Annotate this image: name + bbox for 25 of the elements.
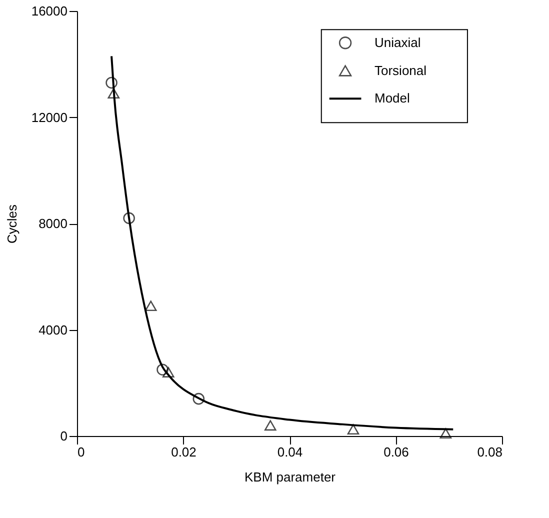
y-tick-label: 12000	[31, 110, 68, 125]
point	[347, 424, 360, 435]
point	[144, 300, 157, 312]
legend-label: Uniaxial	[374, 34, 421, 50]
point	[162, 367, 174, 378]
legend-label: Torsional	[374, 62, 427, 78]
y-axis-title: Cycles	[4, 204, 20, 244]
point	[156, 364, 168, 376]
x-tick-label: 0	[78, 444, 85, 460]
point	[192, 392, 205, 405]
legend-label: Model	[374, 90, 410, 106]
point	[264, 420, 276, 431]
x-tick-label: 0.04	[277, 444, 303, 460]
y-tick-label: 16000	[31, 4, 68, 18]
y-tick-label: 0	[60, 428, 68, 444]
point	[106, 76, 118, 89]
x-tick-label: 0.08	[477, 444, 502, 460]
point	[108, 88, 120, 99]
x-tick-label: 0.06	[384, 444, 409, 460]
point	[123, 212, 135, 224]
x-tick-label: 0.02	[171, 444, 196, 460]
x-axis-title: KBM parameter	[244, 470, 336, 484]
point	[440, 428, 452, 439]
y-tick-label: 4000	[38, 322, 68, 338]
y-tick-label: 8000	[38, 216, 68, 231]
